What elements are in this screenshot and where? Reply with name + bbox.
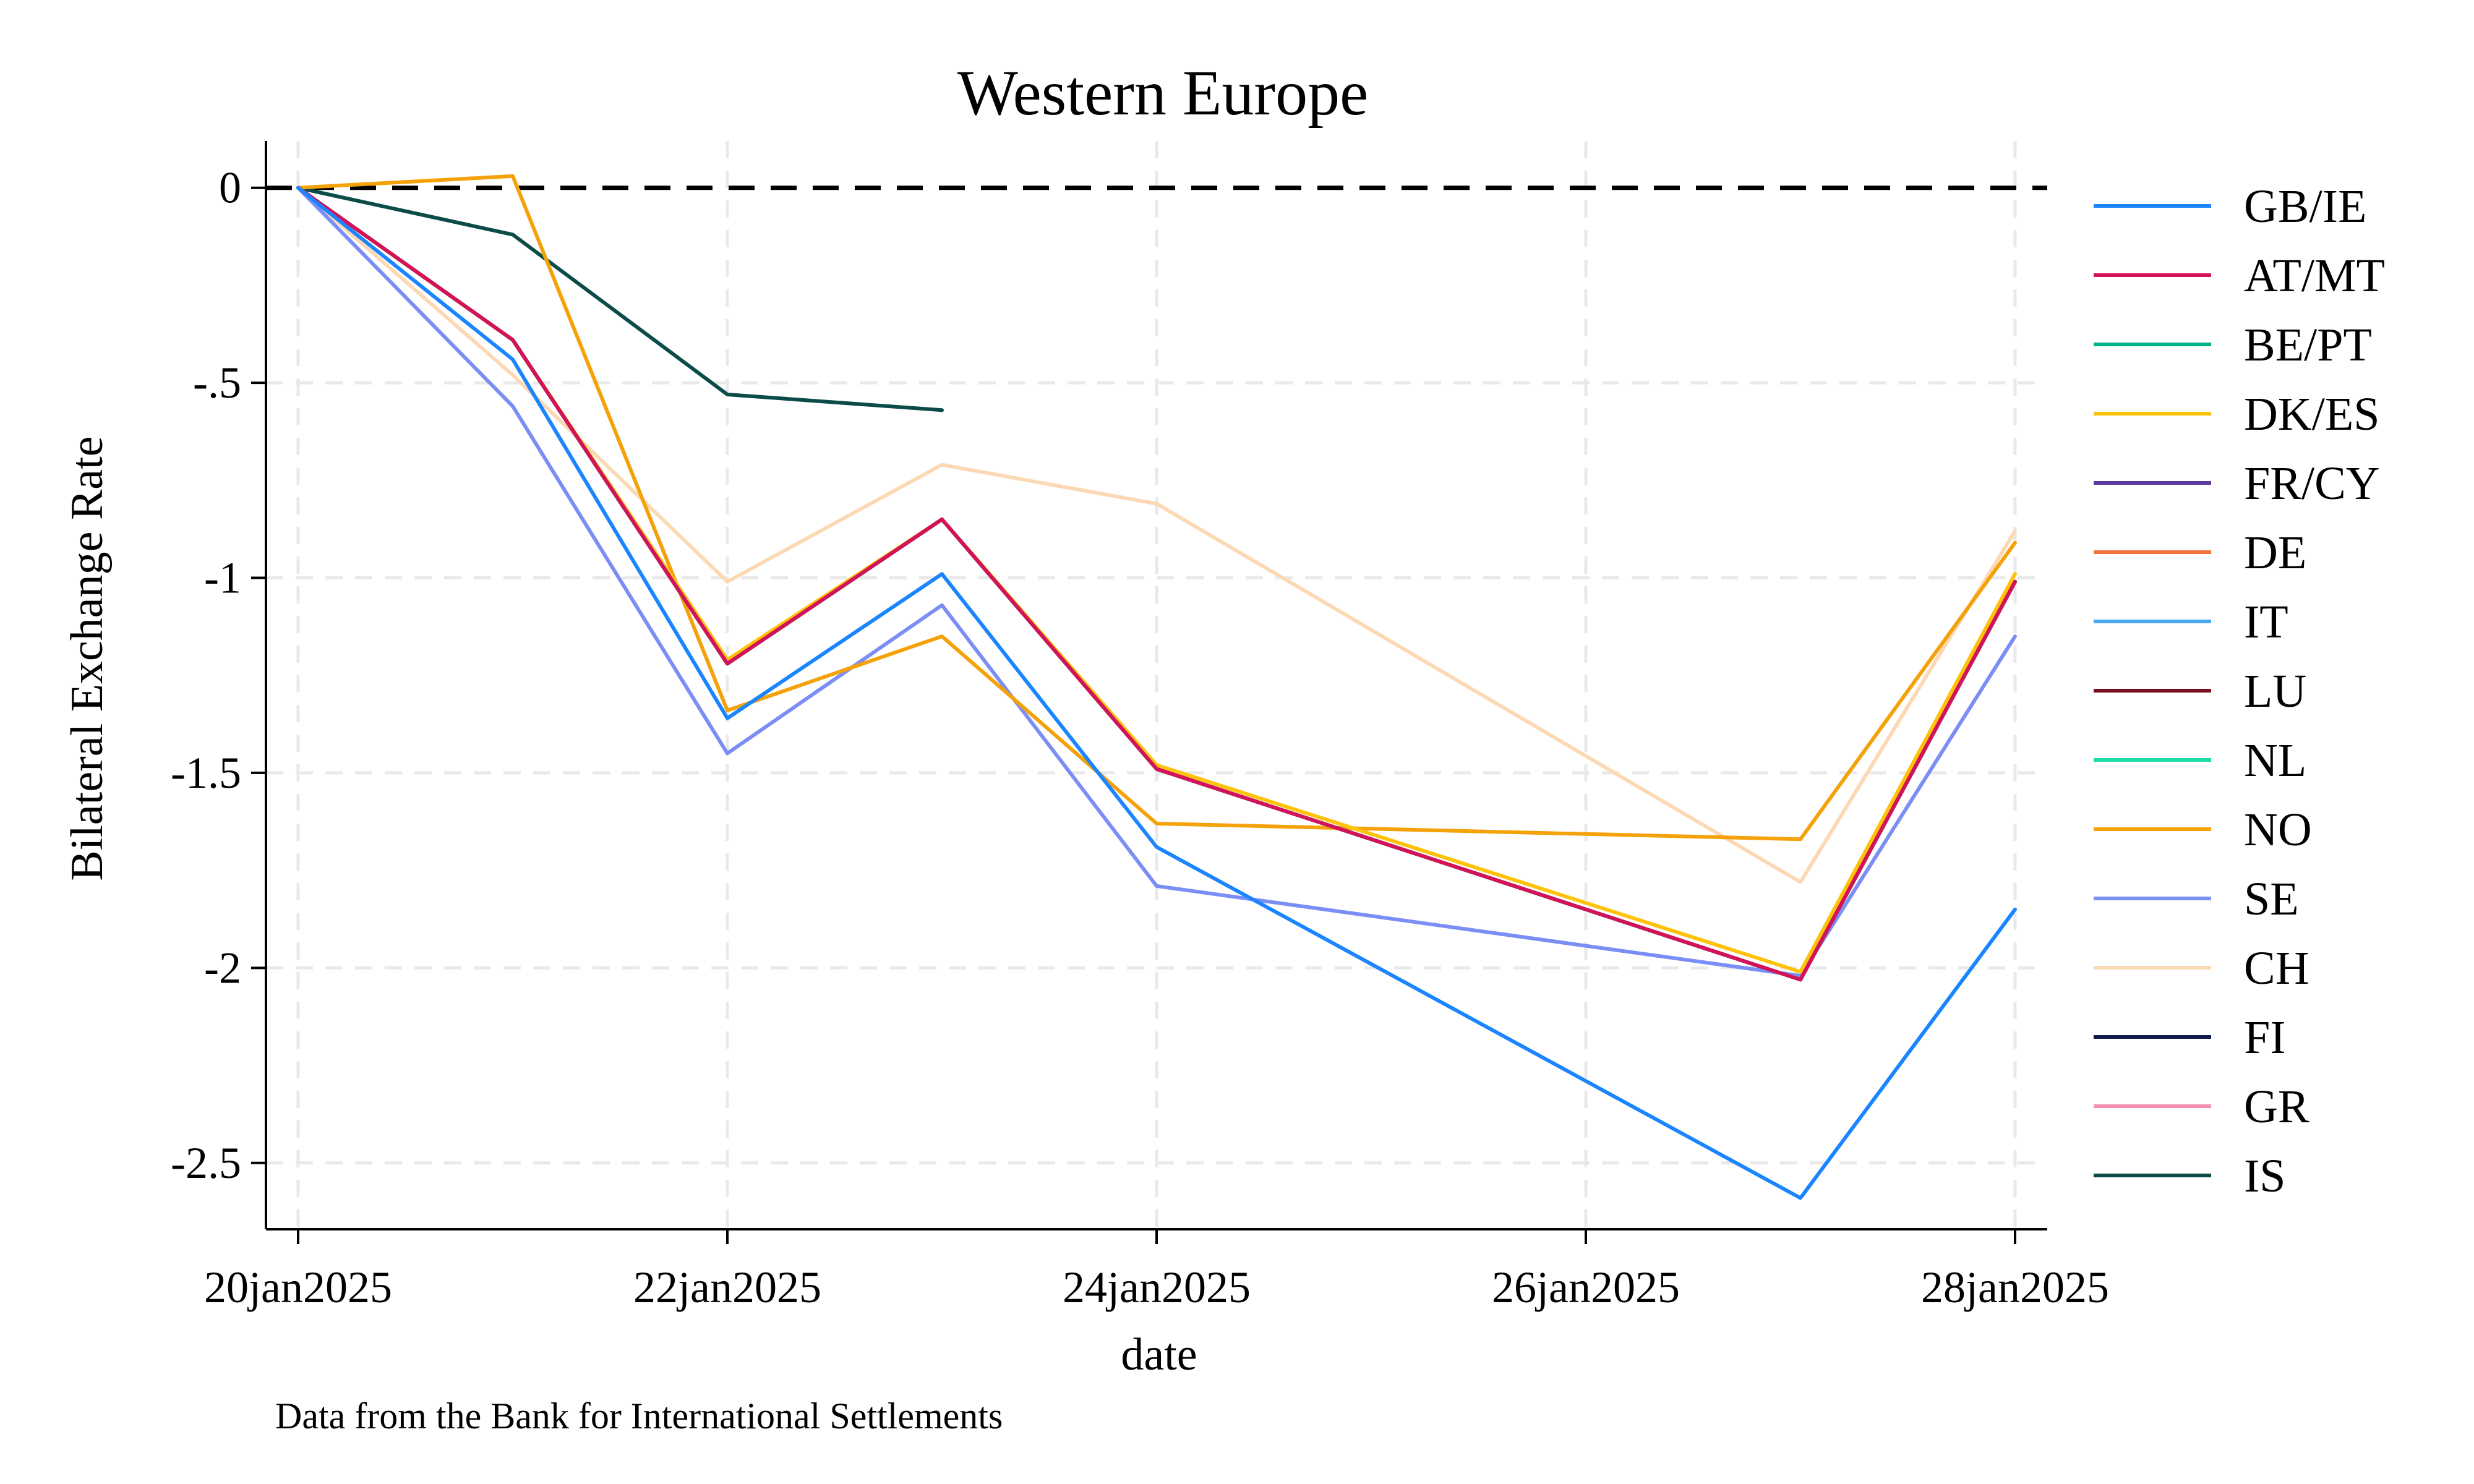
y-ticks: 0 -.5 -1 -1.5 -2 -2.5 [171,163,266,1188]
y-tick-label: -1.5 [171,748,241,798]
legend-label-fi: FI [2244,1012,2286,1064]
legend-label-lu: LU [2244,665,2306,717]
y-tick-label: -.5 [193,358,241,407]
y-tick-label: -2.5 [171,1138,241,1188]
x-axis-label: date [1121,1329,1197,1380]
chart-title: Western Europe [957,58,1368,129]
series-line-gb-ie [296,186,2017,1200]
y-axis-label: Bilateral Exchange Rate [62,436,113,881]
x-ticks: 20jan2025 22jan2025 24jan2025 26jan2025 28ja… [204,1229,2109,1312]
x-tick-label: 22jan2025 [633,1263,821,1312]
legend-label-nl: NL [2244,735,2306,787]
legend-label-se: SE [2244,873,2299,925]
series-line-is [296,186,944,412]
series-line-at-mt [296,186,2017,982]
series-line-no [296,174,2017,842]
grid-lines [266,141,2047,1229]
legend: GB/IE AT/MT BE/PT DK/ES FR/CY DE IT LU NL NO SE CH F… [2094,181,2385,1202]
y-tick-label: 0 [219,163,241,213]
x-tick-label: 28jan2025 [1921,1263,2109,1312]
legend-label-is: IS [2244,1150,2286,1202]
y-tick-label: -2 [204,943,241,992]
x-tick-label: 20jan2025 [204,1263,392,1312]
y-tick-label: -1 [204,553,241,603]
legend-label-de: DE [2244,527,2306,579]
series-line-ch [296,186,2017,884]
legend-label-fr-cy: FR/CY [2244,458,2380,510]
legend-label-be-pt: BE/PT [2244,319,2372,371]
x-tick-label: 24jan2025 [1063,1263,1251,1312]
legend-label-it: IT [2244,596,2288,648]
x-tick-label: 26jan2025 [1492,1263,1680,1312]
legend-label-gr: GR [2244,1081,2309,1133]
legend-label-ch: CH [2244,942,2309,994]
legend-label-no: NO [2244,804,2312,856]
legend-label-gb-ie: GB/IE [2244,181,2366,232]
source-note: Data from the Bank for International Set… [275,1396,1003,1436]
legend-label-at-mt: AT/MT [2244,250,2385,302]
legend-label-dk-es: DK/ES [2244,388,2380,440]
series-lines [296,174,2017,1200]
